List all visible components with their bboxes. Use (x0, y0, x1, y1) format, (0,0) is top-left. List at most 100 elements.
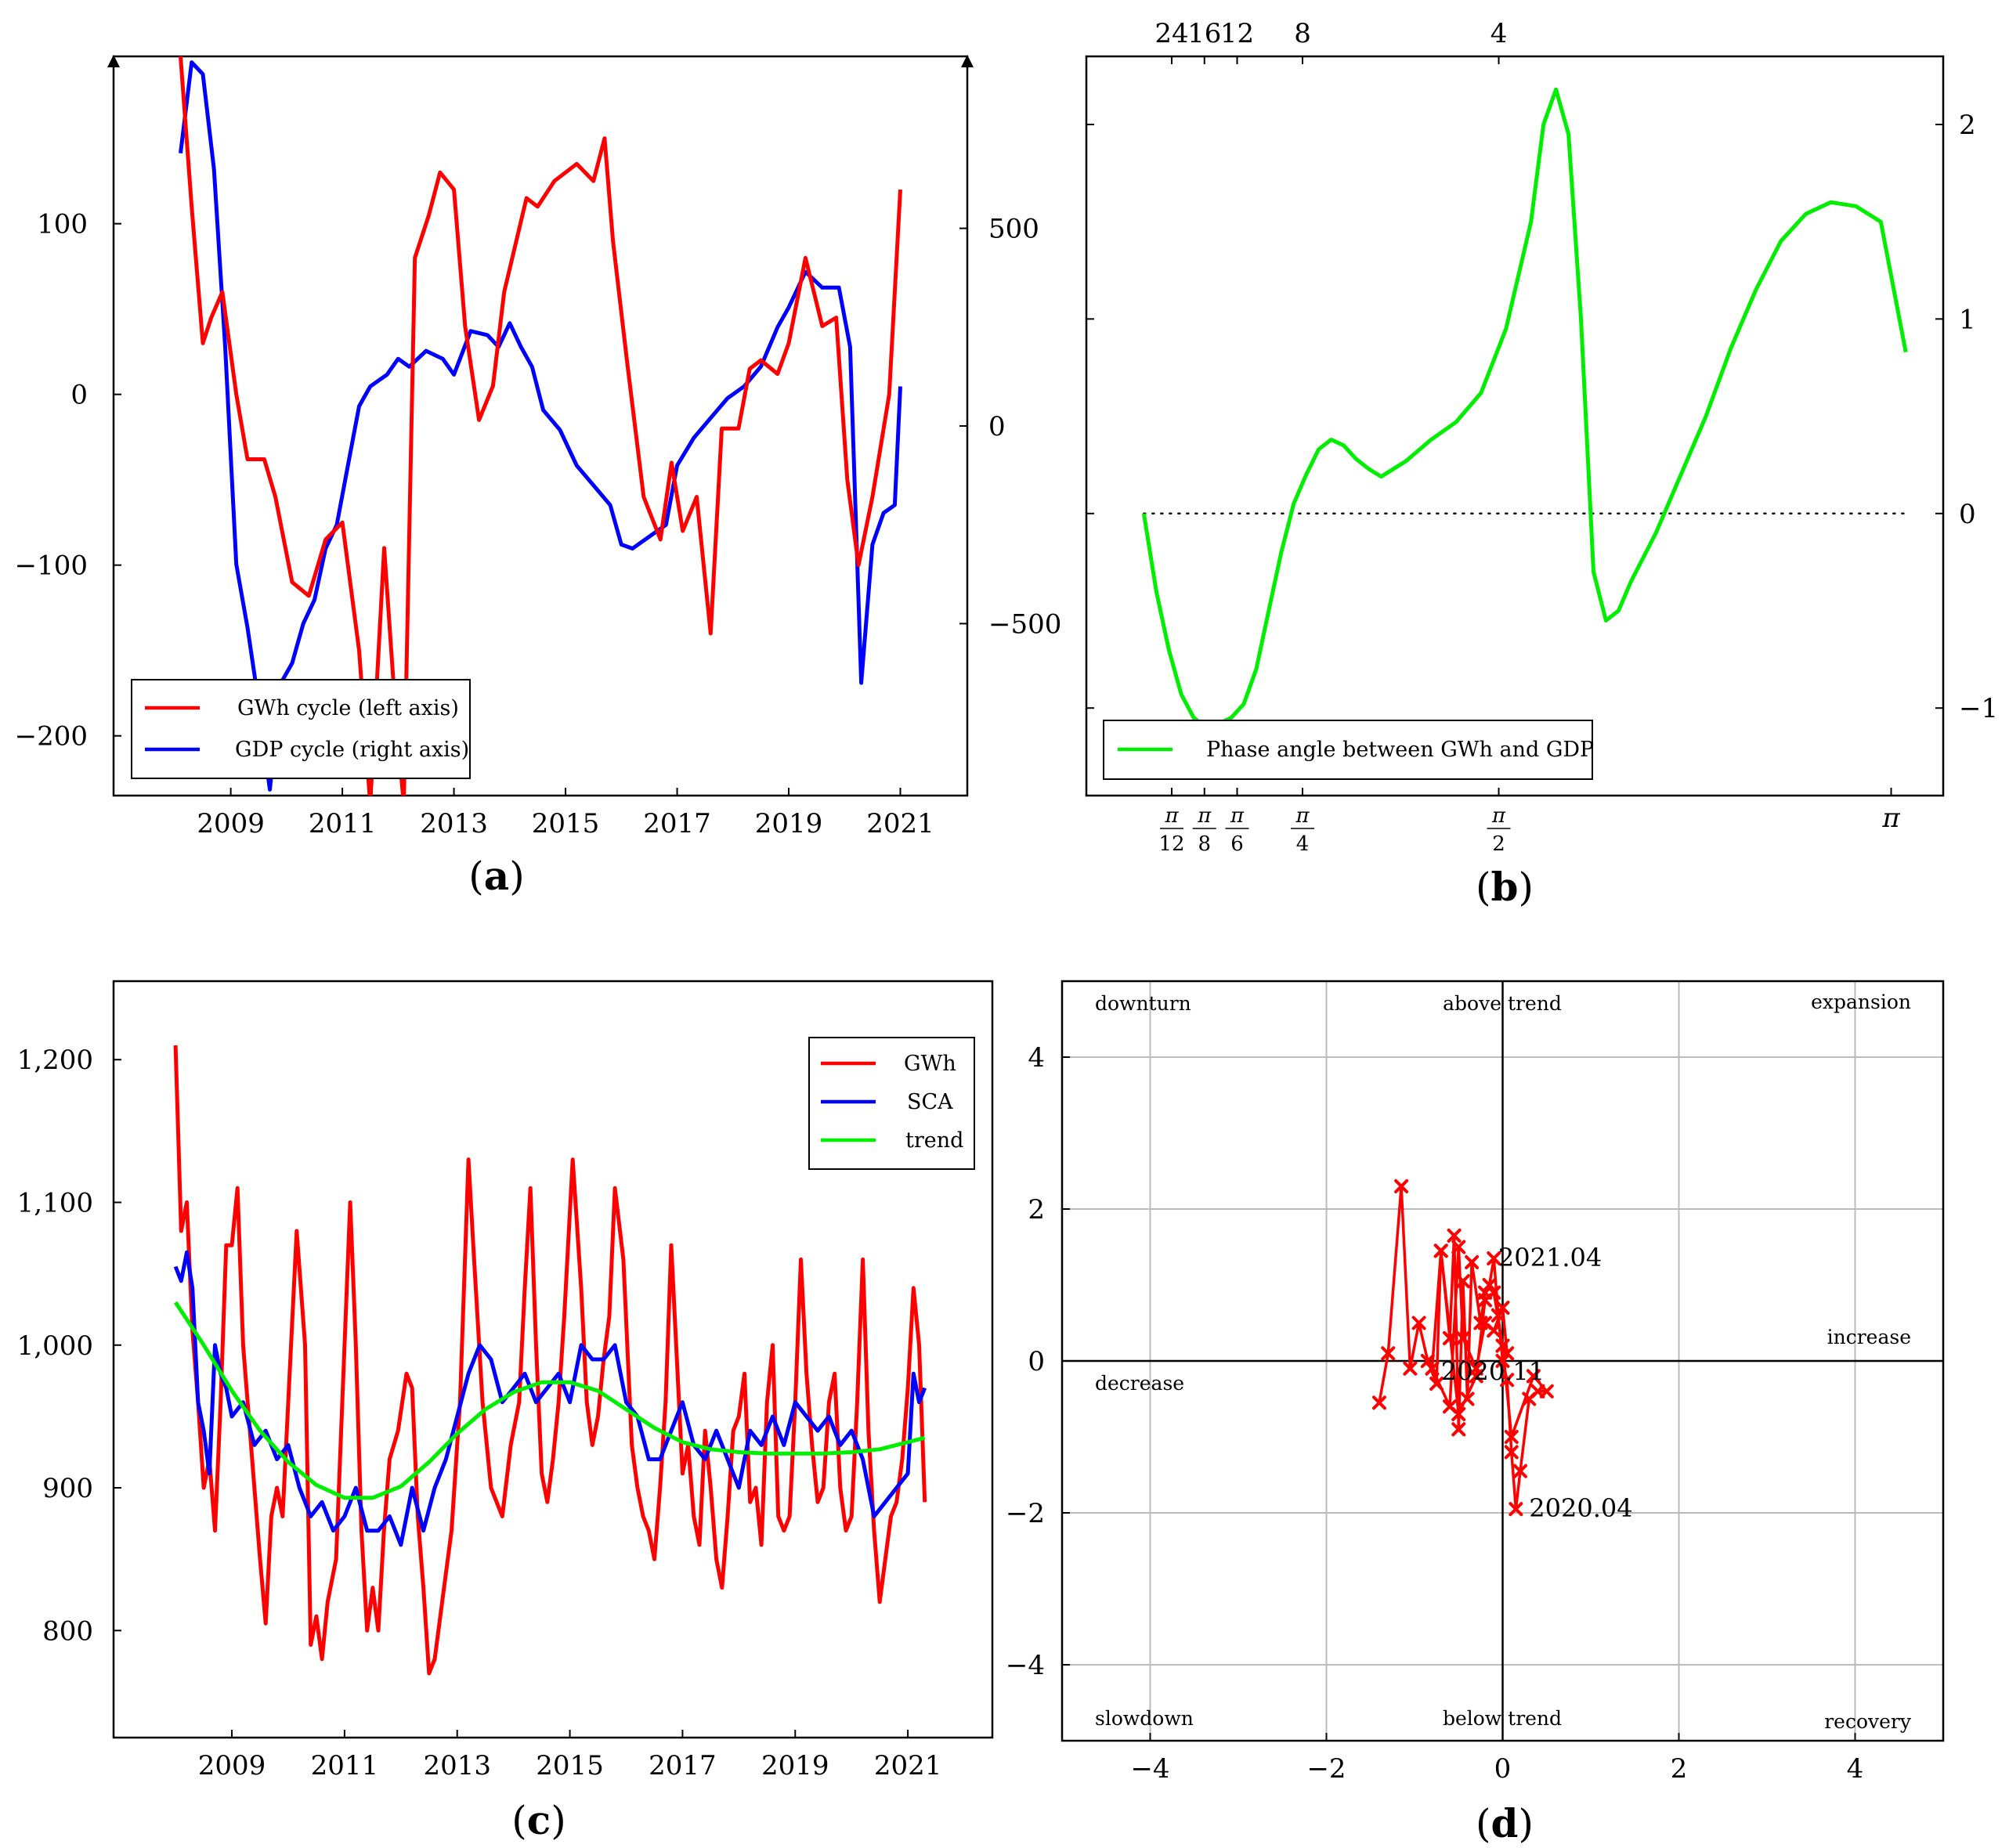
data-point-marker (1425, 1361, 1440, 1376)
x-tick-label-2013: 2013 (423, 1750, 491, 1781)
right-axis-arrow (961, 55, 974, 67)
legend-label-gwh-cycle: GWh cycle (left axis) (237, 696, 459, 720)
y-tick-label-4: 4 (1028, 1042, 1045, 1074)
y-right-tick-label-0: 0 (988, 411, 1006, 442)
y-tick-label-2: 2 (1959, 110, 1976, 141)
data-point-marker (1495, 1301, 1510, 1316)
panel-a: 2009 2011 2013 2015 2017 2019 2021 100 0 −100 −200… (15, 55, 1062, 899)
x-tick-label-4: −4 (1130, 1753, 1169, 1785)
trajectory-line (1378, 1185, 1548, 1511)
data-point-marker (1465, 1254, 1480, 1269)
legend-label-sca: SCA (907, 1090, 953, 1114)
x-tick-label-2: −2 (1306, 1753, 1346, 1785)
data-point-marker (1482, 1278, 1497, 1292)
y-tick-label-0: 0 (1959, 499, 1976, 530)
series-line-phase-angle (1141, 87, 1908, 730)
x-tick-label-2019: 2019 (761, 1750, 829, 1781)
x-tick-label-2011: 2011 (311, 1750, 379, 1781)
x-tick-label-2009: 2009 (198, 1750, 266, 1781)
data-point-marker (1420, 1354, 1435, 1368)
top-tick-label-12: 12 (1220, 18, 1254, 49)
quadrant-label-downturn: downturn (1095, 992, 1191, 1015)
data-point-marker (1455, 1274, 1470, 1289)
quadrant-label-above-trend: above trend (1443, 992, 1562, 1015)
panel-c: 2009 2011 2013 2015 2017 2019 2021 1,200 1,100 1,… (17, 980, 994, 1843)
data-point-marker (1469, 1361, 1483, 1376)
x-tick-denominator-2: 2 (1492, 832, 1505, 856)
x-tick-denominator-8: 8 (1198, 832, 1211, 856)
quadrant-label-below-trend: below trend (1443, 1707, 1562, 1730)
x-tick-denominator-4: 4 (1296, 832, 1310, 856)
data-point-marker (1495, 1354, 1510, 1368)
quadrant-label-expansion: expansion (1811, 991, 1911, 1013)
y-tick-label-800: 800 (42, 1615, 93, 1647)
data-point-marker (1451, 1422, 1466, 1437)
y-tick-label-1-200: 1,200 (17, 1045, 93, 1076)
x-tick-label-2015: 2015 (532, 808, 600, 839)
quadrant-label-recovery: recovery (1824, 1710, 1912, 1733)
y-right-tick-label-500: 500 (988, 214, 1039, 245)
caption-a: (a) (468, 853, 524, 899)
x-tick-label-2017: 2017 (649, 1750, 717, 1781)
axes-a: 2009 2011 2013 2015 2017 2019 2021 100 0 −100 −200… (15, 209, 1062, 839)
data-point-marker (1429, 1377, 1444, 1391)
x-tick-label-2021: 2021 (874, 1750, 942, 1781)
annotation-2020-11: 2020.11 (1441, 1356, 1545, 1386)
top-tick-label-8: 8 (1294, 18, 1311, 49)
x-tick-label-2017: 2017 (643, 808, 711, 839)
x-tick-numerator-4: π (1295, 804, 1310, 828)
data-point-marker (1504, 1430, 1519, 1444)
y-right-tick-label-500: −500 (988, 608, 1061, 640)
caption-c: (c) (511, 1797, 565, 1843)
data-point-marker (1372, 1395, 1386, 1410)
data-point-marker (1500, 1346, 1515, 1361)
y-tick-label-900: 900 (42, 1473, 93, 1504)
legend-label-trend: trend (905, 1128, 963, 1153)
quadrant-labels: downturn above trend expansion decrease … (1095, 991, 1912, 1733)
legend-box-a (131, 679, 471, 779)
data-point-marker (1490, 1308, 1505, 1323)
data-point-marker (1473, 1316, 1488, 1330)
top-tick-label-24: 24 (1154, 18, 1188, 49)
annotation-2020-04: 2020.04 (1529, 1493, 1632, 1523)
top-tick-label-16: 16 (1187, 18, 1221, 49)
legend-label-gwh: GWh (904, 1052, 956, 1076)
y-tick-label-2: −2 (1006, 1498, 1045, 1529)
data-point-marker (1443, 1330, 1457, 1345)
caption-d: (d) (1476, 1800, 1534, 1846)
data-point-marker (1539, 1384, 1554, 1399)
data-point-marker (1455, 1330, 1470, 1345)
x-tick-label-2011: 2011 (309, 808, 377, 839)
legend-c: GWh SCA trend (808, 1037, 975, 1170)
legend-a: GWh cycle (left axis) GDP cycle (right a… (131, 679, 471, 779)
data-point-marker (1433, 1243, 1448, 1258)
x-tick-numerator-8: π (1197, 804, 1212, 828)
left-axis-arrow (107, 55, 120, 67)
x-tick-denominator-12: 12 (1158, 832, 1184, 856)
top-tick-label-4: 4 (1490, 18, 1508, 49)
caption-b: (b) (1476, 864, 1534, 910)
x-tick-label-2021: 2021 (866, 808, 934, 839)
x-tick-label-2013: 2013 (420, 808, 488, 839)
data-point-marker (1443, 1399, 1457, 1414)
quadrant-label-increase: increase (1827, 1326, 1911, 1348)
data-point-marker (1504, 1445, 1519, 1460)
plot-frame-b (1085, 55, 1945, 797)
data-point-marker (1403, 1361, 1418, 1376)
data-point-marker (1478, 1293, 1492, 1308)
x-tick-numerator-12: π (1164, 804, 1179, 828)
data-point-marker (1509, 1502, 1523, 1517)
data-point-marker (1500, 1373, 1515, 1388)
annotation-2021-04: 2021.04 (1498, 1243, 1602, 1272)
y-left-tick-label-0: 0 (70, 380, 88, 411)
quadrant-label-slowdown: slowdown (1095, 1707, 1194, 1730)
data-point-marker (1526, 1369, 1541, 1384)
y-tick-label-1-000: 1,000 (17, 1330, 93, 1362)
plot-frame-c (112, 980, 994, 1739)
series-group-b (1141, 87, 1908, 730)
x-tick-label-4: 4 (1847, 1753, 1864, 1785)
x-tick-label-2019: 2019 (755, 808, 823, 839)
x-tick-label-pi: π (1881, 803, 1900, 834)
